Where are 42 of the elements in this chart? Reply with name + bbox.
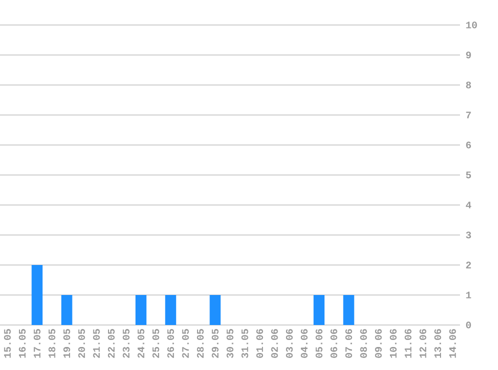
x-tick-label: 30.05 — [226, 329, 234, 358]
x-tick-label: 16.05 — [18, 329, 26, 358]
x-tick-label: 25.05 — [152, 329, 160, 358]
x-tick-label: 11.06 — [404, 329, 412, 358]
x-tick-label: 04.06 — [300, 329, 308, 358]
y-tick-label: 3 — [466, 232, 471, 238]
y-tick-label: 4 — [466, 202, 472, 208]
x-tick-label: 03.06 — [286, 329, 293, 358]
x-tick-label: 19.05 — [63, 329, 70, 358]
x-tick-label: 12.06 — [420, 329, 426, 358]
x-tick-label: 27.05 — [182, 329, 189, 358]
y-tick-label: 6 — [466, 142, 471, 148]
x-tick-label: 14.06 — [449, 329, 456, 358]
x-tick-label: 26.05 — [167, 329, 174, 358]
y-tick-label: 2 — [466, 262, 471, 268]
y-tick-label: 10 — [466, 22, 477, 28]
x-tick-label: 08.06 — [360, 329, 367, 358]
x-tick-label: 21.05 — [93, 329, 100, 358]
x-tick-label: 24.05 — [138, 329, 144, 358]
x-tick-label: 15.05 — [4, 329, 11, 358]
x-tick-label: 20.05 — [78, 329, 85, 358]
x-tick-label: 29.05 — [212, 329, 219, 358]
x-tick-label: 09.06 — [375, 329, 382, 358]
y-tick-label: 0 — [466, 322, 471, 328]
x-tick-label: 10.06 — [390, 329, 397, 358]
x-tick-label: 01.06 — [256, 329, 264, 358]
y-tick-label: 1 — [466, 292, 472, 298]
x-tick-label: 13.06 — [434, 329, 442, 358]
x-tick-label: 02.06 — [271, 329, 278, 358]
x-tick-label: 18.05 — [48, 329, 56, 358]
x-tick-label: 17.05 — [34, 329, 40, 358]
x-tick-label: 23.05 — [122, 329, 130, 358]
x-tick-label: 28.05 — [196, 329, 204, 358]
y-tick-label: 7 — [466, 112, 471, 118]
x-tick-label: 07.06 — [345, 329, 352, 358]
y-tick-label: 8 — [466, 82, 471, 88]
x-tick-label: 31.05 — [241, 329, 248, 358]
x-tick-label: 06.06 — [330, 329, 338, 358]
x-tick-label: 05.06 — [316, 329, 322, 358]
y-tick-label: 9 — [466, 52, 471, 58]
y-tick-label: 5 — [466, 172, 471, 178]
x-tick-label: 22.05 — [108, 329, 115, 358]
